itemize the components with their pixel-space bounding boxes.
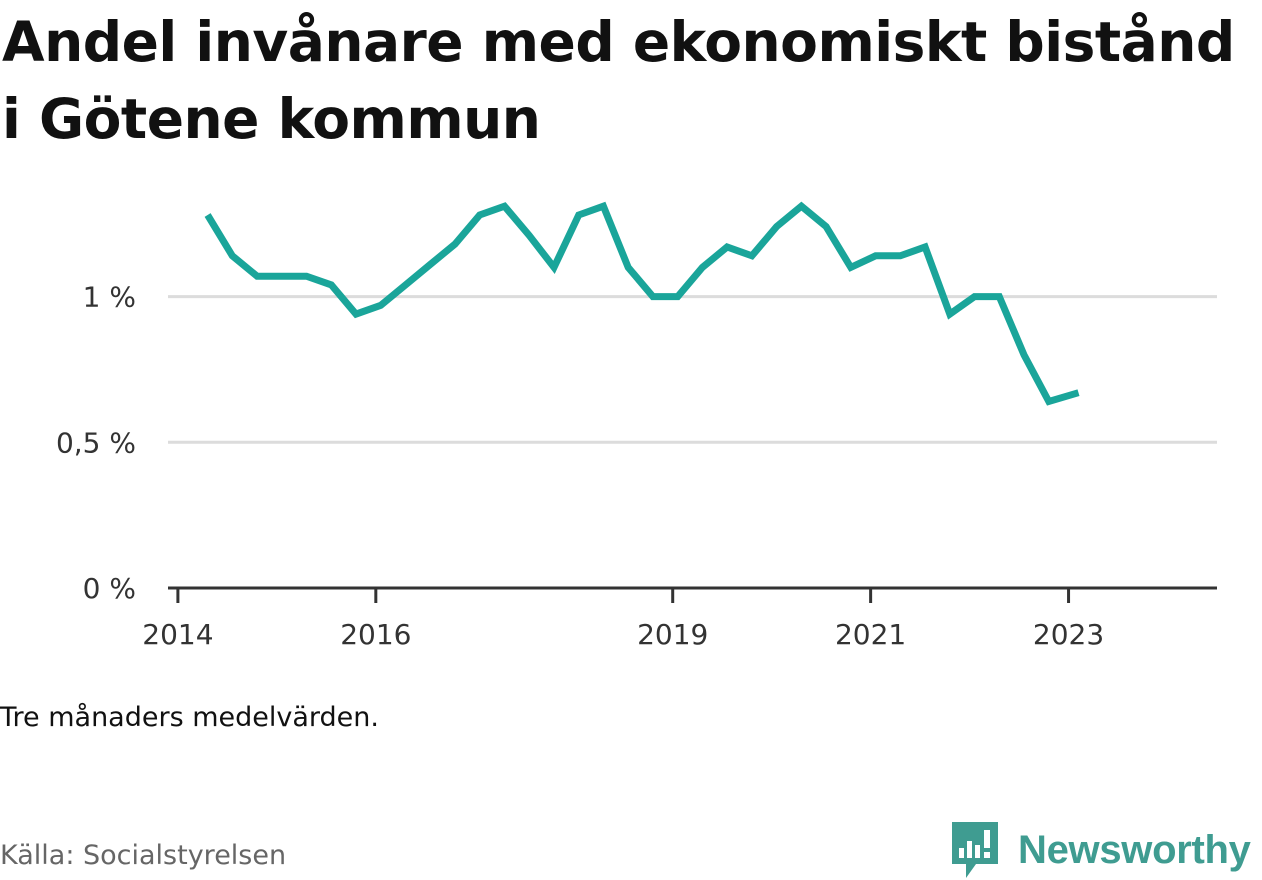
series-line [204,201,1080,406]
chart-title: Andel invånare med ekonomiskt bistånd i … [2,10,1235,151]
x-tick-label: 2023 [1033,618,1104,651]
x-tick-label: 2019 [637,618,708,651]
x-tick-label: 2021 [835,618,906,651]
line-chart: 0 % 0,5 % 1 % 2014 2016 2019 2021 2023 [56,201,1217,651]
grid-lines [168,295,1217,444]
series-layer [204,201,1080,406]
y-tick-label: 0,5 % [56,426,136,459]
y-tick-label: 0 % [83,572,136,605]
chart-note: Tre månaders medelvärden. [0,702,379,733]
x-tick-label: 2014 [142,618,213,651]
y-axis: 0 % 0,5 % 1 % [56,281,136,605]
y-tick-label: 1 % [83,281,136,314]
newsworthy-logo-icon [952,822,998,878]
brand-name: Newsworthy [1018,827,1251,872]
x-tick-label: 2016 [340,618,411,651]
source-credit: Källa: Socialstyrelsen [0,840,287,871]
x-axis: 2014 2016 2019 2021 2023 [142,586,1217,651]
newsworthy-logo: Newsworthy [950,820,1251,880]
